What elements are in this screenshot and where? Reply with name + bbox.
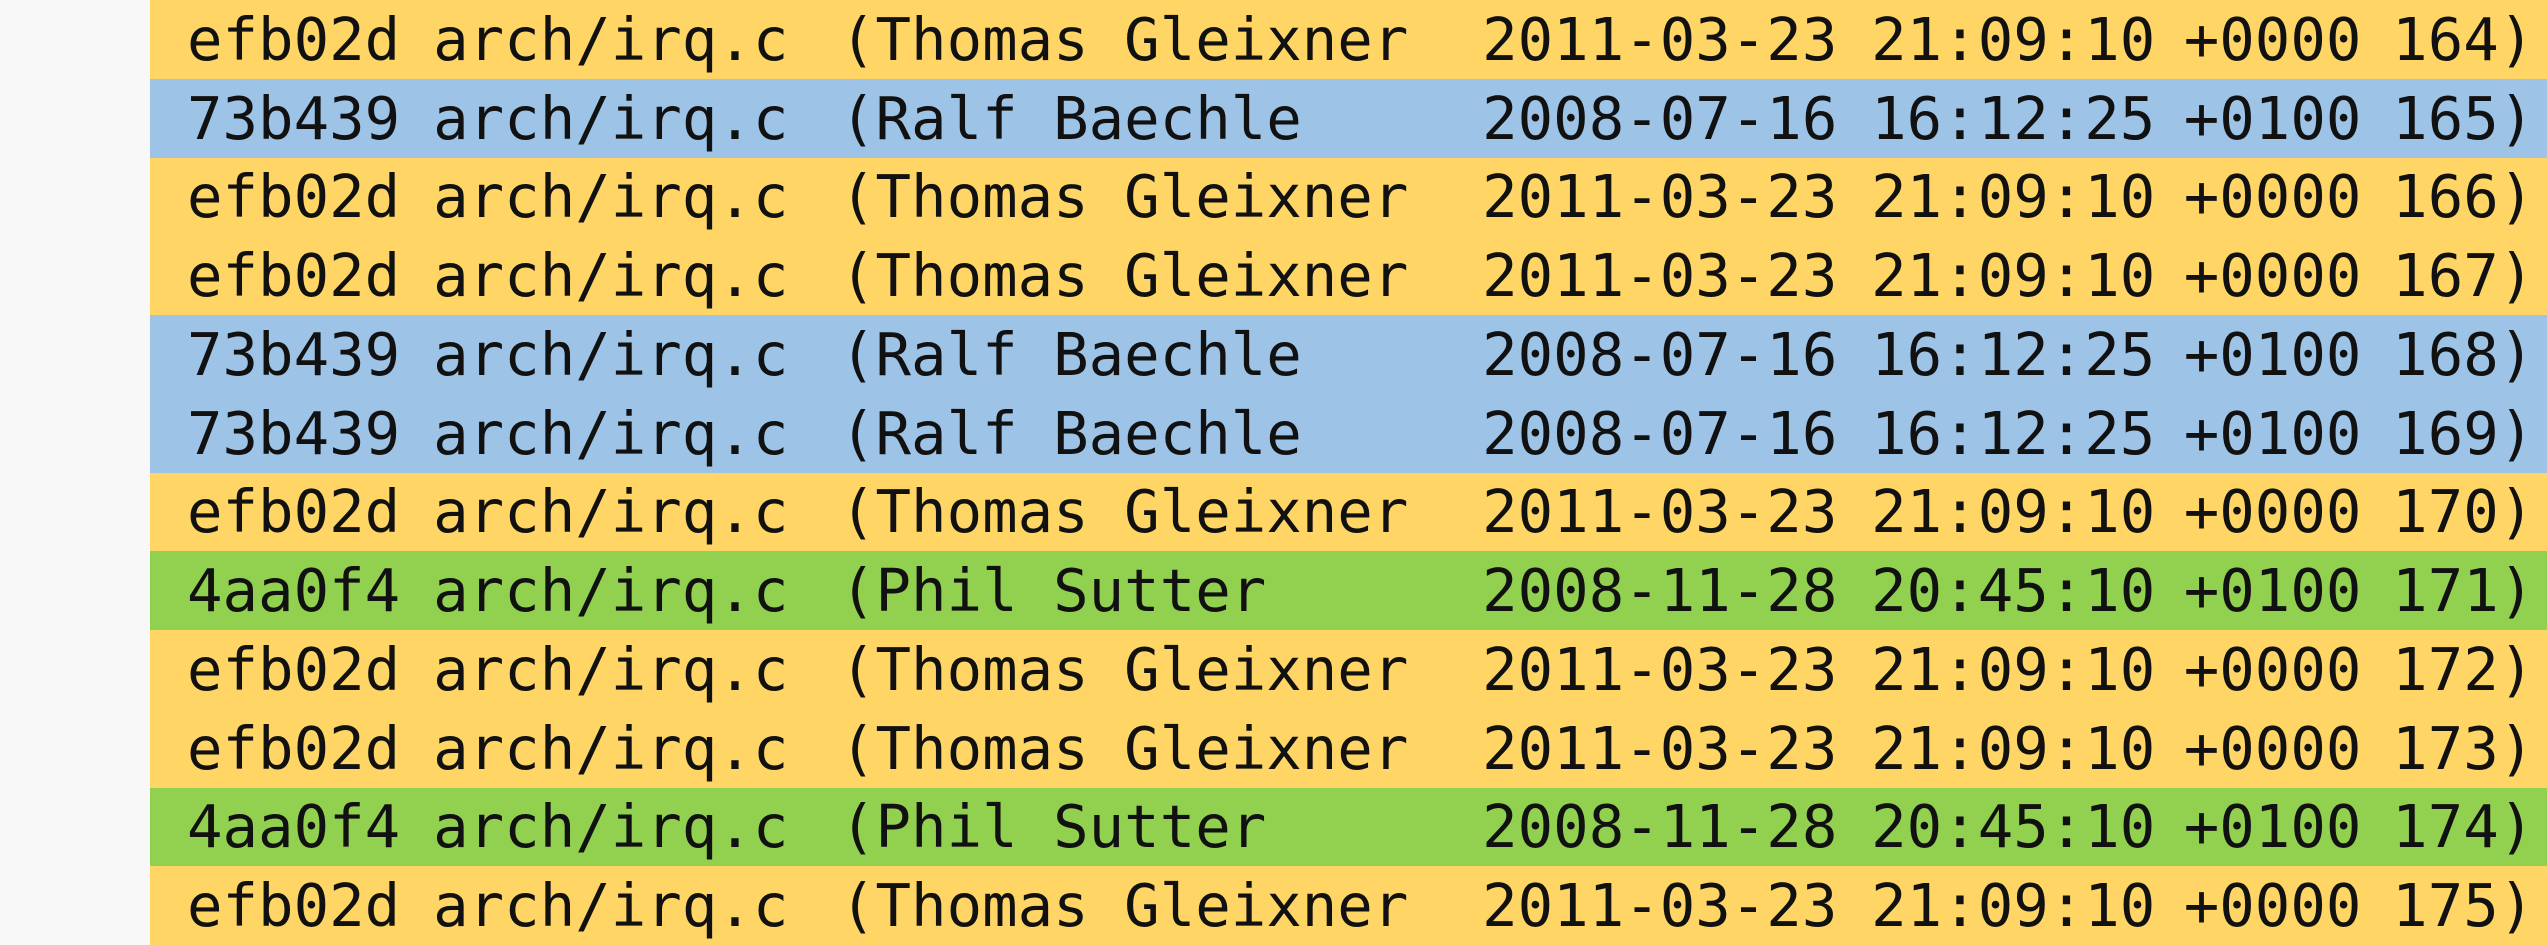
blame-row: 73b439 arch/irq.c (Ralf Baechle 2008-07-16 1… xyxy=(150,393,2547,473)
file-path: arch/irq.c xyxy=(433,477,789,547)
commit-hash: efb02d xyxy=(187,162,401,232)
timezone: +0100 xyxy=(2183,83,2362,153)
timezone: +0100 xyxy=(2183,792,2362,862)
author-name: (Thomas Gleixner xyxy=(840,871,1409,941)
author-name: (Ralf Baechle xyxy=(840,83,1302,153)
author-name: (Thomas Gleixner xyxy=(840,162,1409,232)
left-gutter xyxy=(0,0,150,945)
commit-date: 2011-03-23 xyxy=(1482,4,1838,74)
file-path: arch/irq.c xyxy=(433,713,789,783)
commit-time: 21:09:10 xyxy=(1871,477,2156,547)
blame-row: 73b439 arch/irq.c (Ralf Baechle 2008-07-16 1… xyxy=(150,78,2547,158)
line-number: 167) xyxy=(2392,241,2535,311)
commit-hash: efb02d xyxy=(187,634,401,704)
author-name: (Phil Sutter xyxy=(840,792,1267,862)
commit-hash: efb02d xyxy=(187,241,401,311)
commit-date: 2008-07-16 xyxy=(1482,83,1838,153)
line-number: 170) xyxy=(2392,477,2535,547)
commit-time: 21:09:10 xyxy=(1871,162,2156,232)
blame-row: efb02d arch/irq.c (Thomas Gleixner 2011-03-… xyxy=(150,236,2547,315)
commit-time: 16:12:25 xyxy=(1871,83,2156,153)
line-number: 174) xyxy=(2392,792,2535,862)
commit-time: 16:12:25 xyxy=(1871,398,2156,468)
commit-time: 21:09:10 xyxy=(1871,4,2156,74)
author-name: (Ralf Baechle xyxy=(840,319,1302,389)
blame-row: efb02d arch/irq.c (Thomas Gleixner 2011-03-… xyxy=(150,708,2547,788)
timezone: +0000 xyxy=(2183,477,2362,547)
author-name: (Thomas Gleixner xyxy=(840,241,1409,311)
author-name: (Ralf Baechle xyxy=(840,398,1302,468)
blame-row: 4aa0f4 arch/irq.c (Phil Sutter 2008-11-28 20… xyxy=(150,551,2547,630)
commit-time: 20:45:10 xyxy=(1871,792,2156,862)
commit-time: 21:09:10 xyxy=(1871,713,2156,783)
commit-time: 20:45:10 xyxy=(1871,556,2156,626)
timezone: +0000 xyxy=(2183,871,2362,941)
timezone: +0100 xyxy=(2183,319,2362,389)
line-number: 164) xyxy=(2392,4,2535,74)
commit-hash: efb02d xyxy=(187,4,401,74)
commit-time: 16:12:25 xyxy=(1871,319,2156,389)
commit-time: 21:09:10 xyxy=(1871,241,2156,311)
blame-row: efb02d arch/irq.c (Thomas Gleixner 2011-03-… xyxy=(150,866,2547,945)
commit-hash: efb02d xyxy=(187,477,401,547)
blame-row: efb02d arch/irq.c (Thomas Gleixner 2011-03-… xyxy=(150,630,2547,709)
commit-time: 21:09:10 xyxy=(1871,634,2156,704)
author-name: (Thomas Gleixner xyxy=(840,713,1409,783)
commit-date: 2011-03-23 xyxy=(1482,871,1838,941)
file-path: arch/irq.c xyxy=(433,4,789,74)
commit-date: 2011-03-23 xyxy=(1482,713,1838,783)
file-path: arch/irq.c xyxy=(433,83,789,153)
timezone: +0000 xyxy=(2183,713,2362,783)
timezone: +0100 xyxy=(2183,398,2362,468)
line-number: 175) xyxy=(2392,871,2535,941)
timezone: +0000 xyxy=(2183,4,2362,74)
line-number: 172) xyxy=(2392,634,2535,704)
timezone: +0000 xyxy=(2183,634,2362,704)
file-path: arch/irq.c xyxy=(433,319,789,389)
line-number: 168) xyxy=(2392,319,2535,389)
commit-hash: efb02d xyxy=(187,713,401,783)
commit-date: 2011-03-23 xyxy=(1482,162,1838,232)
blame-row: 4aa0f4 arch/irq.c (Phil Sutter 2008-11-28 20… xyxy=(150,787,2547,867)
commit-date: 2008-07-16 xyxy=(1482,398,1838,468)
author-name: (Phil Sutter xyxy=(840,556,1267,626)
file-path: arch/irq.c xyxy=(433,162,789,232)
commit-hash: 73b439 xyxy=(187,319,401,389)
line-number: 165) xyxy=(2392,83,2535,153)
blame-row: efb02d arch/irq.c (Thomas Gleixner 2011-03-… xyxy=(150,157,2547,237)
timezone: +0100 xyxy=(2183,556,2362,626)
line-number: 173) xyxy=(2392,713,2535,783)
commit-hash: 4aa0f4 xyxy=(187,556,401,626)
line-number: 166) xyxy=(2392,162,2535,232)
author-name: (Thomas Gleixner xyxy=(840,4,1409,74)
commit-hash: 4aa0f4 xyxy=(187,792,401,862)
commit-date: 2008-11-28 xyxy=(1482,792,1838,862)
commit-hash: 73b439 xyxy=(187,83,401,153)
commit-date: 2011-03-23 xyxy=(1482,477,1838,547)
author-name: (Thomas Gleixner xyxy=(840,634,1409,704)
commit-date: 2008-07-16 xyxy=(1482,319,1838,389)
commit-date: 2011-03-23 xyxy=(1482,241,1838,311)
timezone: +0000 xyxy=(2183,162,2362,232)
line-number: 171) xyxy=(2392,556,2535,626)
file-path: arch/irq.c xyxy=(433,241,789,311)
file-path: arch/irq.c xyxy=(433,398,789,468)
commit-time: 21:09:10 xyxy=(1871,871,2156,941)
blame-row: 73b439 arch/irq.c (Ralf Baechle 2008-07-16 1… xyxy=(150,315,2547,394)
author-name: (Thomas Gleixner xyxy=(840,477,1409,547)
commit-hash: 73b439 xyxy=(187,398,401,468)
file-path: arch/irq.c xyxy=(433,792,789,862)
blame-row: efb02d arch/irq.c (Thomas Gleixner 2011-03-… xyxy=(150,0,2547,79)
line-number: 169) xyxy=(2392,398,2535,468)
commit-date: 2011-03-23 xyxy=(1482,634,1838,704)
commit-date: 2008-11-28 xyxy=(1482,556,1838,626)
file-path: arch/irq.c xyxy=(433,871,789,941)
timezone: +0000 xyxy=(2183,241,2362,311)
commit-hash: efb02d xyxy=(187,871,401,941)
file-path: arch/irq.c xyxy=(433,556,789,626)
blame-table: efb02d arch/irq.c (Thomas Gleixner 2011-03-… xyxy=(150,0,2547,945)
file-path: arch/irq.c xyxy=(433,634,789,704)
blame-row: efb02d arch/irq.c (Thomas Gleixner 2011-03-… xyxy=(150,472,2547,552)
